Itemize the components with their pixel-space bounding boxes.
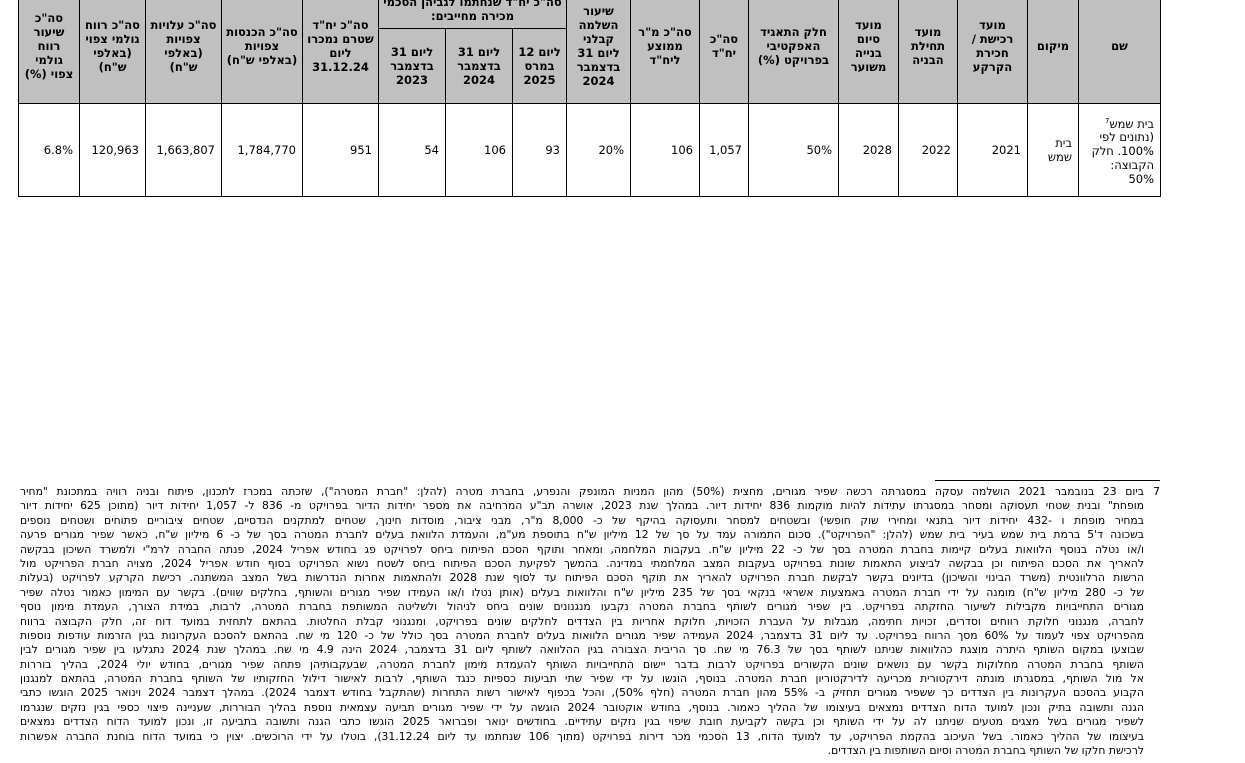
header-unsold-units: סה"כ יח"ד שטרם נמכרו ליום 31.12.24 (302, 0, 379, 104)
footnote-line: הקבוע בהסכם העקרונות בין הצדדים כך ששפיר… (20, 686, 1144, 700)
header-location: מיקום (1027, 0, 1079, 104)
cell-engineering-completion: 20% (566, 103, 631, 197)
header-signed-dec2024: ליום 31 בדצמבר 2024 (445, 28, 513, 104)
footnote-line: ביום 23 בנובמבר 2021 הושלמה עסקה במסגרתה… (20, 485, 1144, 498)
footnote-line: לחברה, מנגנוני חלוקת רווחים וסדרים, זכוי… (20, 614, 1144, 628)
cell-location: בית שמש (1027, 103, 1079, 197)
cell-expected-revenue: 1,784,770 (221, 103, 303, 197)
header-construction-start: מועד תחילת הבניה (898, 0, 958, 104)
cell-unsold-units: 951 (302, 103, 379, 197)
project-note: (נתונים לפי 100%. חלק הקבוצה: 50% (1091, 130, 1154, 187)
footnote-line: מהפרויקט צפוי לעמוד על 60% מסך הרווח בפר… (20, 628, 1144, 642)
header-effective-share: חלק התאגיד האפקטיבי בפרויקט (%) (748, 0, 839, 104)
cell-land-purchase: 2021 (957, 103, 1028, 197)
footnote-line: להאריך את הסכם הפיתוח וכן בבקשה לביצוע ה… (20, 556, 1144, 570)
footnote-line: לרכישת חלקו של השותף בחברת המטרה וסיום ה… (827, 744, 1144, 758)
cell-signed-mar2025: 93 (512, 103, 567, 197)
table-row: בית שמש7 (נתונים לפי 100%. חלק הקבוצה: 5… (18, 103, 1161, 197)
footnote-line: השותף בחברת המטרה מחלוקות בקשר עם נושאים… (20, 657, 1144, 671)
header-engineering-completion: שיעור השלמה קבלני ליום 31 בדצמבר 2024 (566, 0, 631, 104)
footnote-separator (935, 480, 1160, 481)
cell-effective-share: 50% (748, 103, 839, 197)
footnote-line: מגורים התחייבויות מקבילות לשיעור החזקתה … (20, 600, 1144, 614)
header-avg-sqm: סה"כ מ"ר ממוצע ליח"ד (630, 0, 700, 104)
header-signed-group: סה"כ יח"ד שנחתמו לגביהן הסכמי מכירה מחיי… (378, 0, 567, 29)
cell-signed-dec2024: 106 (445, 103, 513, 197)
header-construction-end: מועד סיום בנייה משוער (838, 0, 899, 104)
cell-construction-end: 2028 (838, 103, 899, 197)
header-signed-dec2023: ליום 31 בדצמבר 2023 (378, 28, 446, 104)
footnote: 7 ביום 23 בנובמבר 2021 הושלמה עסקה במסגר… (20, 485, 1160, 758)
footnote-line: במחיר מופחת ו -432 יחידות דיור בתנאי ומח… (20, 513, 1144, 527)
header-expected-gross-margin: סה"כ שיעור רווח גולמי צפוי (%) (18, 0, 80, 104)
footnote-text: ביום 23 בנובמבר 2021 הושלמה עסקה במסגרתה… (20, 485, 1144, 758)
header-expected-revenue: סה"כ הכנסות צפויות (באלפי ש"ח) (221, 0, 303, 104)
cell-expected-gross-margin: 6.8% (18, 103, 80, 197)
cell-expected-costs: 1,663,807 (145, 103, 222, 197)
cell-total-units: 1,057 (699, 103, 749, 197)
footnote-line: מופחת" ובנית שטחי תעסוקה ומסחר במסגרתו ע… (20, 499, 1144, 513)
header-expected-costs: סה"כ עלויות צפויות (באלפי ש"ח) (145, 0, 222, 104)
footnote-line: בשכונה ד'5 ברמת בית שמש בעיר בית שמש (לה… (20, 528, 1144, 542)
footnote-number: 7 (1153, 485, 1160, 498)
footnote-line: אל מול השותף, במסגרתו מונתה דירקטורית מכ… (20, 672, 1144, 686)
cell-expected-gross-profit: 120,963 (79, 103, 146, 197)
header-expected-gross-profit: סה"כ רווח גולמי צפוי (באלפי ש"ח) (79, 0, 146, 104)
footnote-line: לשפיר מגורים בשל מצגים מטעים שניתנו לה ע… (20, 715, 1144, 729)
footnote-line: ו/או נטלה בנוסף הלוואות בעלים קיימות בחב… (20, 542, 1144, 556)
cell-avg-sqm: 106 (630, 103, 700, 197)
cell-construction-start: 2022 (898, 103, 958, 197)
footnote-ref: 7 (1104, 116, 1110, 125)
header-signed-mar2025: ליום 12 במרס 2025 (512, 28, 567, 104)
projects-table: שם מיקום מועד רכישת / חכירת הקרקע מועד ת… (18, 0, 1161, 197)
project-name: בית שמש (1109, 116, 1154, 131)
footnote-line: שבוצעו במקום השותף היתרה מוצגת כהלוואות … (20, 643, 1144, 657)
header-total-units: סה"כ יח"ד (699, 0, 749, 104)
footnote-line: של כ- 280 מיליון ש"ח) מומנה על ידי חברת … (20, 585, 1144, 599)
footnote-line: בעיצומו של ההליך כאמור. בשל העיכוב בהקמת… (20, 729, 1144, 743)
header-land-purchase: מועד רכישת / חכירת הקרקע (957, 0, 1028, 104)
cell-name: בית שמש7 (נתונים לפי 100%. חלק הקבוצה: 5… (1078, 103, 1161, 197)
footnote-line: הרשות הרלוונטית (משרד הבינוי והשיכון) בד… (20, 571, 1144, 585)
footnote-line: הגנה ותשובה בתיק ונכון למועד הדוח הצדדים… (20, 700, 1144, 714)
cell-signed-dec2023: 54 (378, 103, 446, 197)
header-name: שם (1078, 0, 1161, 104)
